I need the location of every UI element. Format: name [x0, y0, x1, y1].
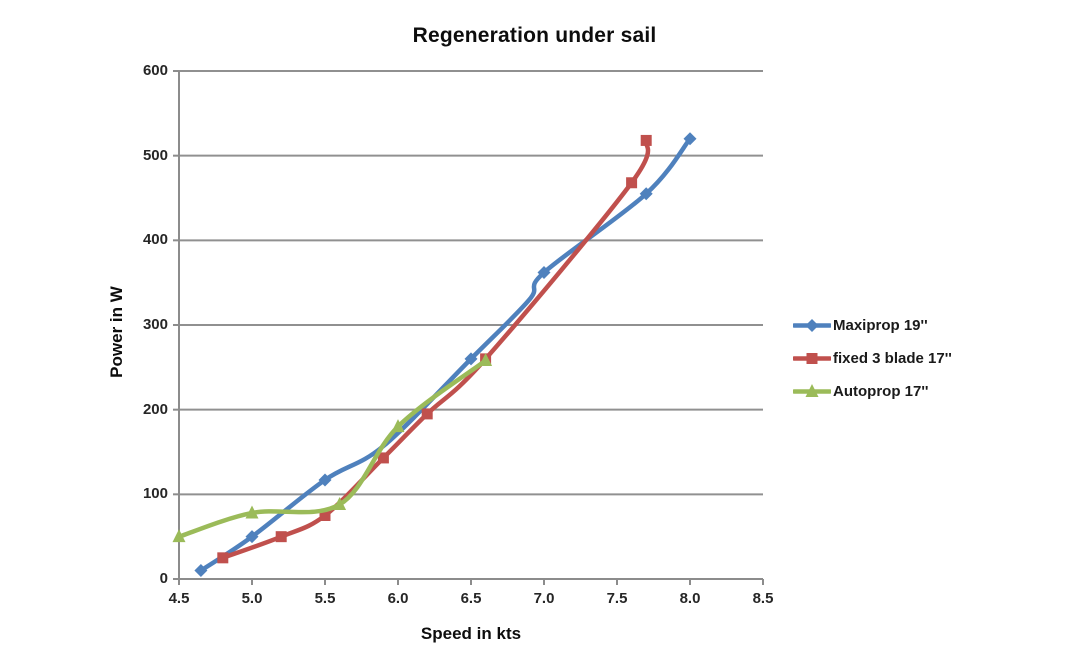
legend-item-autoprop-17: Autoprop 17'' — [793, 375, 1063, 408]
data-point-marker-maxiprop-19 — [245, 530, 259, 544]
y-tick-label: 500 — [142, 146, 168, 164]
chart-legend: Maxiprop 19'' fixed 3 blade 17'' Autoprop … — [793, 309, 1063, 408]
data-point-marker-autoprop-17 — [479, 353, 493, 367]
legend-label: Maxiprop 19'' — [833, 317, 928, 334]
y-tick-label: 400 — [142, 231, 168, 249]
data-point-marker-fixed-3-blade-17 — [377, 452, 389, 464]
triangle-legend-marker-icon — [793, 384, 831, 397]
data-point-marker-maxiprop-19 — [318, 473, 332, 487]
y-tick-label: 600 — [142, 62, 168, 79]
legend-label: Autoprop 17'' — [833, 383, 929, 400]
x-tick-label: 7.5 — [606, 590, 628, 607]
x-tick-label: 5.5 — [314, 590, 336, 607]
x-tick-label: 8.0 — [679, 590, 701, 607]
data-point-marker-fixed-3-blade-17 — [275, 531, 287, 543]
data-point-marker-fixed-3-blade-17 — [421, 408, 433, 420]
x-tick-label: 6.0 — [387, 590, 409, 607]
data-point-marker-maxiprop-19 — [537, 266, 551, 280]
legend-item-fixed-3-blade-17: fixed 3 blade 17'' — [793, 342, 1063, 375]
data-point-marker-fixed-3-blade-17 — [217, 552, 229, 564]
y-tick-label: 300 — [142, 316, 168, 333]
y-axis-title: Power in W — [107, 286, 126, 378]
x-axis-title: Speed in kts — [420, 624, 522, 643]
chart-title: Regeneration under sail — [412, 24, 657, 47]
data-point-marker-maxiprop-19 — [464, 352, 478, 366]
y-tick-label: 100 — [142, 485, 168, 503]
y-tick-label: 0 — [159, 570, 168, 587]
data-point-marker-maxiprop-19 — [639, 187, 653, 201]
square-legend-marker-icon — [793, 353, 831, 364]
diamond-legend-marker-icon — [793, 319, 831, 332]
data-point-marker-maxiprop-19 — [194, 564, 208, 578]
legend-item-maxiprop-19: Maxiprop 19'' — [793, 309, 1063, 342]
x-tick-label: 8.5 — [752, 590, 774, 607]
y-tick-label: 200 — [142, 400, 168, 418]
x-tick-label: 5.0 — [241, 590, 263, 607]
x-tick-label: 6.5 — [460, 590, 482, 607]
data-point-marker-autoprop-17 — [172, 529, 186, 543]
x-tick-label: 4.5 — [168, 590, 190, 607]
data-point-marker-maxiprop-19 — [683, 132, 697, 146]
data-point-marker-autoprop-17 — [245, 505, 259, 519]
series-line-autoprop-17 — [176, 358, 488, 539]
data-point-marker-fixed-3-blade-17 — [640, 134, 652, 146]
data-point-marker-fixed-3-blade-17 — [626, 177, 638, 189]
x-tick-label: 7.0 — [533, 590, 555, 607]
legend-label: fixed 3 blade 17'' — [833, 350, 952, 367]
data-point-marker-autoprop-17 — [391, 419, 405, 433]
data-point-marker-autoprop-17 — [333, 496, 347, 510]
